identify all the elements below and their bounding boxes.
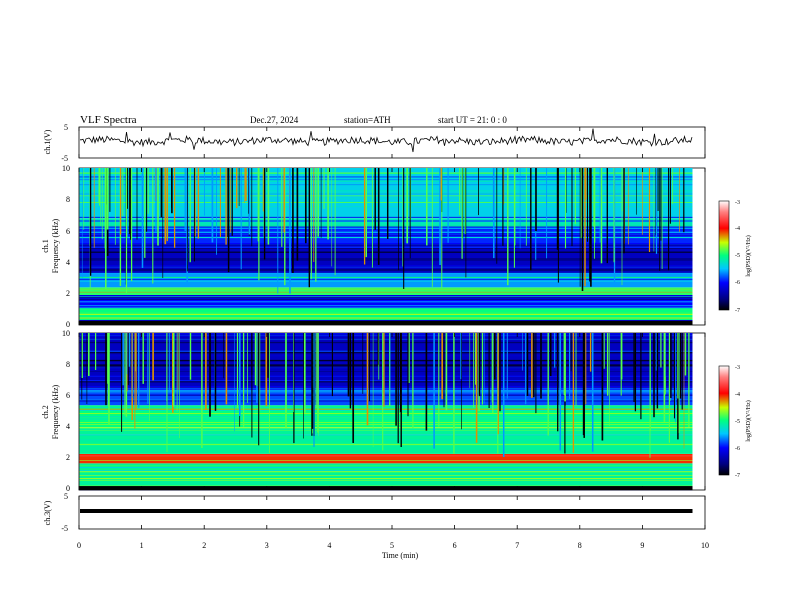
- ch1-ytick-bottom: -5: [61, 154, 68, 163]
- ch1-spectrogram-image: [79, 168, 693, 326]
- ch1-waveform-line: [80, 128, 693, 153]
- x-tick-label: 6: [453, 541, 457, 550]
- x-tick-label: 0: [77, 541, 81, 550]
- ch1-ytick-2: 2: [66, 289, 70, 298]
- ch2-spectrogram-image: [79, 333, 693, 491]
- ch1-ytick-6: 6: [66, 227, 70, 236]
- ch2-ytick-2: 2: [66, 453, 70, 462]
- cb2-tick-m4: -4: [735, 392, 740, 398]
- ch2-ytick-6: 6: [66, 391, 70, 400]
- ch1-colorbar: -3 -4 -5 -6 -7 log(PSD)(V²/Hz): [718, 200, 752, 314]
- x-tick-label: 3: [265, 541, 269, 550]
- ch1-ylabel-line1: ch.1: [41, 239, 50, 253]
- ch1-ytick-10: 10: [62, 164, 70, 173]
- cb2-label: log(PSD)(V²/Hz): [745, 400, 752, 441]
- time-axis-label: Time (min): [382, 551, 419, 560]
- x-tick-label: 10: [701, 541, 709, 550]
- ch2-ytick-8: 8: [66, 360, 70, 369]
- ch2-low-freq-band: [79, 486, 693, 490]
- ch2-ytick-0: 0: [66, 484, 70, 493]
- x-tick-label: 9: [640, 541, 644, 550]
- ch3-ylabel: ch.3(V): [43, 500, 52, 525]
- cb1-tick-m3: -3: [735, 200, 740, 206]
- x-tick-label: 8: [578, 541, 582, 550]
- ch3-ytick-top: 5: [64, 492, 68, 501]
- cb1-label: log(PSD)(V²/Hz): [745, 235, 752, 276]
- ch2-ylabel-line2: Frequency (kHz): [51, 384, 60, 439]
- ch2-band-1: [79, 463, 693, 487]
- ch1-ylabel-line2: Frequency (kHz): [51, 218, 60, 273]
- start-time-label: start UT = 21: 0 : 0: [438, 115, 507, 125]
- ch1-ylabel: ch.1(V): [43, 129, 52, 154]
- x-tick-label: 1: [140, 541, 144, 550]
- ch1-ytick-4: 4: [66, 258, 70, 267]
- ch1-band-4: [79, 273, 693, 288]
- ch3-ytick-bottom: -5: [61, 524, 68, 533]
- ch2-ytick-10: 10: [62, 329, 70, 338]
- x-tick-label: 2: [202, 541, 206, 550]
- ch2-band-2: [79, 453, 693, 464]
- x-tick-label: 4: [327, 541, 331, 550]
- cb1-tick-m7: -7: [735, 308, 740, 314]
- figure-title: VLF Spectra: [80, 114, 137, 126]
- x-tick-label: 5: [390, 541, 394, 550]
- cb1-tick-m6: -6: [735, 280, 740, 286]
- cb2-tick-m5: -5: [735, 419, 740, 425]
- ch2-spectrogram-panel: 10 8 6 4 2 0 ch.2 Frequency (kHz): [41, 329, 706, 493]
- ch1-band-3: [79, 287, 693, 296]
- ch1-ytick-top: 5: [64, 123, 68, 132]
- ch1-waveform-panel: 5 -5 ch.1(V): [43, 123, 706, 163]
- x-tick-label: 7: [515, 541, 519, 550]
- ch1-ytick-0: 0: [66, 320, 70, 329]
- ch3-waveform-panel: 5 -5 ch.3(V): [43, 492, 706, 533]
- date-label: Dec.27, 2024: [250, 115, 299, 125]
- cb2-tick-m6: -6: [735, 446, 740, 452]
- ch1-low-freq-band: [79, 321, 693, 325]
- cb1-tick-m4: -4: [735, 226, 740, 232]
- cb2-tick-m7: -7: [735, 473, 740, 479]
- time-axis: 0 1 2 3 4 5 6 7 8 9 10: [77, 127, 709, 550]
- ch1-yticks: 10 8 6 4 2 0: [62, 164, 70, 329]
- ch1-spectrogram-panel: 10 8 6 4 2 0 ch.1 Frequency (kHz): [41, 164, 706, 329]
- cb2-tick-m3: -3: [735, 365, 740, 371]
- ch2-band-3: [79, 427, 693, 454]
- cb1-tick-m5: -5: [735, 253, 740, 259]
- ch2-ylabel-line1: ch.2: [41, 405, 50, 419]
- station-label: station=ATH: [344, 115, 391, 125]
- ch1-ytick-8: 8: [66, 195, 70, 204]
- ch2-ytick-4: 4: [66, 422, 70, 431]
- ch2-colorbar: -3 -4 -5 -6 -7 log(PSD)(V²/Hz): [718, 365, 752, 479]
